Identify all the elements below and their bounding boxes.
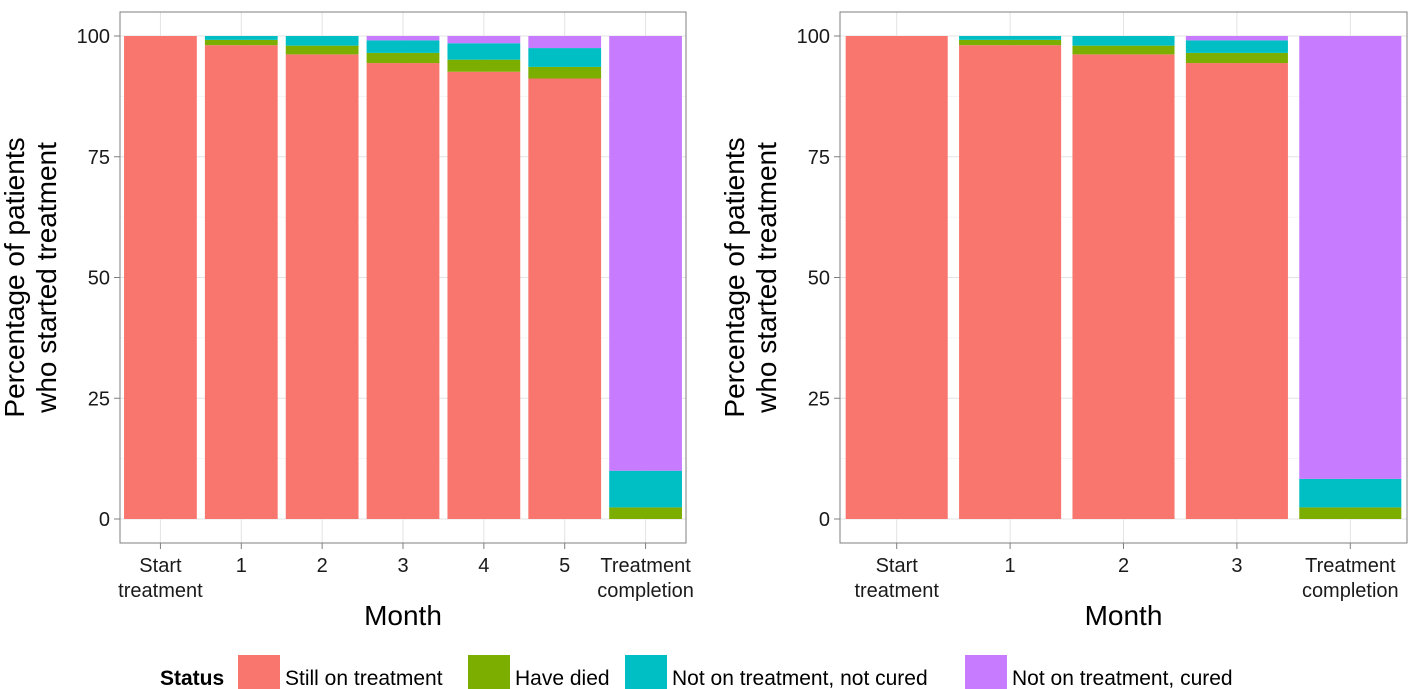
x-tick-label: 3 [397, 555, 408, 577]
x-tick-label: 4 [478, 555, 489, 577]
bar-segment-have-died [528, 66, 602, 79]
bar-segment-not-on-treatment-cured [609, 36, 682, 471]
bar-segment-still-on-treatment [447, 71, 521, 519]
y-tick-label: 25 [88, 388, 110, 410]
bar-segment-not-on-treatment-not-cured [204, 36, 278, 40]
bar-segment-not-on-treatment-not-cured [1299, 478, 1402, 508]
y-axis-label: Percentage of patientswho started treatm… [0, 137, 62, 417]
bar-segment-not-on-treatment-cured [528, 36, 602, 49]
bar-segment-have-died [959, 39, 1062, 46]
y-tick-label: 0 [99, 509, 110, 531]
bar-segment-have-died [1072, 45, 1175, 55]
y-axis-label: Percentage of patientswho started treatm… [719, 137, 782, 417]
bar-segment-still-on-treatment [366, 63, 440, 519]
y-tick-label: 0 [819, 509, 830, 531]
bar-segment-not-on-treatment-not-cured [1072, 36, 1175, 46]
bar-segment-still-on-treatment [285, 54, 359, 519]
x-tick-label: 1 [236, 555, 247, 577]
bar-segment-not-on-treatment-cured [366, 36, 440, 41]
bar-segment-still-on-treatment [1072, 54, 1175, 519]
legend-key-still-on-treatment [238, 655, 280, 689]
y-tick-label: 50 [808, 268, 830, 290]
x-tick-label: 2 [317, 555, 328, 577]
x-tick-label: Treatment completion [597, 555, 694, 602]
legend-key-not-on-treatment-cured [965, 655, 1007, 689]
x-tick-label: Start treatment [854, 555, 939, 602]
legend-title: Status [160, 667, 224, 689]
y-tick-label: 75 [88, 147, 110, 169]
y-tick-label: 100 [77, 26, 110, 48]
bar-segment-not-on-treatment-cured [1299, 36, 1402, 479]
bar-segment-not-on-treatment-not-cured [959, 36, 1062, 40]
bar-segment-still-on-treatment [204, 45, 278, 519]
bar-segment-have-died [447, 59, 521, 72]
x-axis-label: Month [364, 600, 442, 631]
bar-segment-have-died [1185, 52, 1288, 64]
x-axis-label: Month [1085, 600, 1163, 631]
x-tick-label: 1 [1005, 555, 1016, 577]
bar-segment-have-died [609, 507, 682, 519]
bar-segment-not-on-treatment-not-cured [528, 48, 602, 67]
bar-segment-have-died [366, 52, 440, 64]
bar-segment-not-on-treatment-cured [1185, 36, 1288, 41]
bar-segment-still-on-treatment [845, 36, 948, 519]
left-chart-panel: 0 25 50 75 100 Start treatment 1 2 3 4 5 Treatment co… [0, 11, 694, 631]
x-tick-label: Treatment completion [1302, 555, 1399, 602]
legend-label-have-died: Have died [515, 667, 610, 689]
right-chart-panel: 0 25 50 75 100 Start treatment 1 2 3 Treatment comp… [719, 11, 1408, 631]
bar-segment-not-on-treatment-not-cured [447, 43, 521, 60]
bar-segment-still-on-treatment [528, 78, 602, 519]
legend-label-not-on-treatment-cured: Not on treatment, cured [1012, 667, 1233, 689]
bar-segment-not-on-treatment-cured [447, 36, 521, 44]
legend: Status Still on treatment Have died Not on … [160, 655, 1233, 689]
x-tick-label: 3 [1231, 555, 1242, 577]
bar-segment-still-on-treatment [1185, 63, 1288, 519]
x-tick-label: 5 [559, 555, 570, 577]
bar-segment-still-on-treatment [959, 45, 1062, 519]
legend-key-not-on-treatment-not-cured [625, 655, 667, 689]
legend-key-have-died [468, 655, 510, 689]
y-tick-label: 75 [808, 147, 830, 169]
bar-segment-still-on-treatment [124, 36, 197, 519]
bar-segment-have-died [285, 45, 359, 55]
x-tick-label: Start treatment [118, 555, 203, 602]
bar-segment-have-died [1299, 507, 1402, 519]
bar-segment-have-died [204, 39, 278, 46]
bar-segment-not-on-treatment-not-cured [1185, 40, 1288, 53]
y-tick-label: 100 [797, 26, 830, 48]
legend-label-not-on-treatment-not-cured: Not on treatment, not cured [672, 667, 928, 689]
legend-label-still-on-treatment: Still on treatment [285, 667, 443, 689]
y-tick-label: 25 [808, 388, 830, 410]
y-tick-label: 50 [88, 268, 110, 290]
bar-segment-not-on-treatment-not-cured [285, 36, 359, 46]
x-tick-label: 2 [1118, 555, 1129, 577]
bar-segment-not-on-treatment-not-cured [366, 40, 440, 53]
bar-segment-not-on-treatment-not-cured [609, 470, 682, 508]
